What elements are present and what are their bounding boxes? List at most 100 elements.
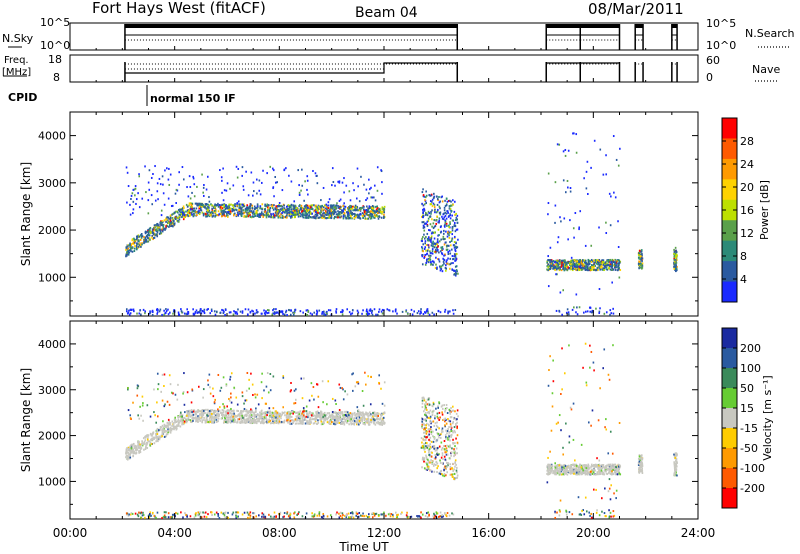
velocity-point bbox=[281, 413, 284, 416]
power-point bbox=[423, 256, 425, 259]
power-point bbox=[229, 213, 231, 216]
velocity-point bbox=[142, 402, 144, 405]
power-point bbox=[375, 214, 378, 217]
power-point bbox=[431, 245, 434, 248]
power-point bbox=[248, 205, 251, 208]
power-point bbox=[447, 231, 449, 234]
power-point bbox=[233, 310, 235, 313]
power-point bbox=[173, 223, 176, 226]
power-point bbox=[639, 250, 642, 253]
velocity-point bbox=[367, 375, 369, 378]
power-point bbox=[186, 308, 188, 311]
velocity-point bbox=[245, 413, 248, 416]
power-point bbox=[456, 270, 458, 273]
power-point bbox=[298, 204, 301, 207]
power-point bbox=[549, 246, 552, 249]
power-point bbox=[593, 139, 596, 142]
velocity-point bbox=[344, 420, 347, 423]
velocity-point bbox=[266, 372, 269, 375]
power-point bbox=[220, 209, 222, 212]
power-point bbox=[268, 209, 271, 212]
power-point bbox=[210, 308, 213, 311]
velocity-point bbox=[265, 422, 268, 425]
power-point bbox=[423, 255, 426, 258]
power-point bbox=[157, 224, 160, 227]
velocity-point bbox=[335, 412, 337, 415]
power-point bbox=[308, 215, 310, 218]
power-point bbox=[452, 258, 454, 261]
power-point bbox=[202, 204, 205, 207]
power-point bbox=[451, 268, 453, 271]
power-point bbox=[294, 214, 296, 217]
power-point bbox=[456, 221, 459, 224]
power-point bbox=[213, 205, 216, 208]
power-point bbox=[140, 313, 142, 316]
power-point bbox=[432, 263, 434, 266]
power-point bbox=[303, 209, 305, 212]
power-point bbox=[264, 211, 266, 214]
velocity-point bbox=[344, 410, 346, 413]
power-point bbox=[301, 209, 304, 212]
power-point bbox=[211, 210, 213, 213]
power-point bbox=[444, 223, 446, 226]
power-point bbox=[167, 197, 170, 200]
velocity-point bbox=[206, 414, 208, 417]
power-point bbox=[424, 263, 427, 266]
velocity-point bbox=[215, 416, 218, 419]
velocity-point bbox=[334, 411, 337, 414]
velocity-point bbox=[202, 412, 205, 415]
power-point bbox=[420, 310, 422, 313]
power-point bbox=[573, 266, 576, 269]
velocity-point bbox=[346, 393, 349, 396]
velocity-point bbox=[320, 423, 323, 426]
power-point bbox=[613, 191, 615, 194]
power-point bbox=[194, 211, 197, 214]
velocity-point bbox=[261, 420, 263, 423]
power-point bbox=[277, 215, 280, 218]
power-point bbox=[169, 225, 172, 228]
power-point bbox=[574, 212, 577, 215]
power-point bbox=[223, 189, 226, 192]
power-point bbox=[187, 215, 190, 218]
power-point bbox=[193, 183, 196, 186]
velocity-point bbox=[357, 381, 359, 384]
nsky-left-tick-bottom: 10^0 bbox=[40, 39, 70, 52]
cpid-row: CPID normal 150 IF bbox=[8, 85, 236, 106]
power-point bbox=[558, 263, 560, 266]
power-point bbox=[301, 184, 304, 187]
power-point bbox=[286, 205, 288, 208]
power-point bbox=[306, 309, 309, 312]
power-point bbox=[234, 212, 236, 215]
velocity-point bbox=[130, 449, 132, 452]
power-point bbox=[161, 220, 164, 223]
power-point bbox=[137, 234, 140, 237]
power-point bbox=[581, 264, 583, 267]
power-point bbox=[640, 249, 643, 252]
power-point bbox=[617, 265, 620, 268]
velocity-point bbox=[146, 435, 148, 438]
velocity-point bbox=[326, 421, 329, 424]
power-point bbox=[566, 261, 569, 264]
power-point bbox=[561, 261, 563, 264]
velocity-point bbox=[192, 409, 195, 412]
power-point bbox=[362, 216, 364, 219]
velocity-point bbox=[154, 414, 156, 417]
power-point bbox=[368, 312, 371, 315]
power-point bbox=[304, 210, 306, 213]
velocity-point bbox=[209, 412, 212, 415]
power-point bbox=[188, 215, 191, 218]
power-point bbox=[396, 312, 398, 315]
power-point bbox=[562, 267, 564, 270]
power-point bbox=[273, 214, 276, 217]
power-point bbox=[343, 177, 345, 180]
power-point bbox=[150, 194, 153, 197]
freq-unit-label: [MHz] bbox=[2, 67, 31, 78]
power-point bbox=[328, 216, 330, 219]
velocity-point bbox=[149, 415, 152, 418]
velocity-point bbox=[183, 403, 186, 406]
power-point bbox=[315, 210, 317, 213]
power-point bbox=[546, 268, 548, 271]
power-point bbox=[323, 217, 326, 220]
velocity-point bbox=[302, 420, 304, 423]
velocity-point bbox=[265, 416, 267, 419]
